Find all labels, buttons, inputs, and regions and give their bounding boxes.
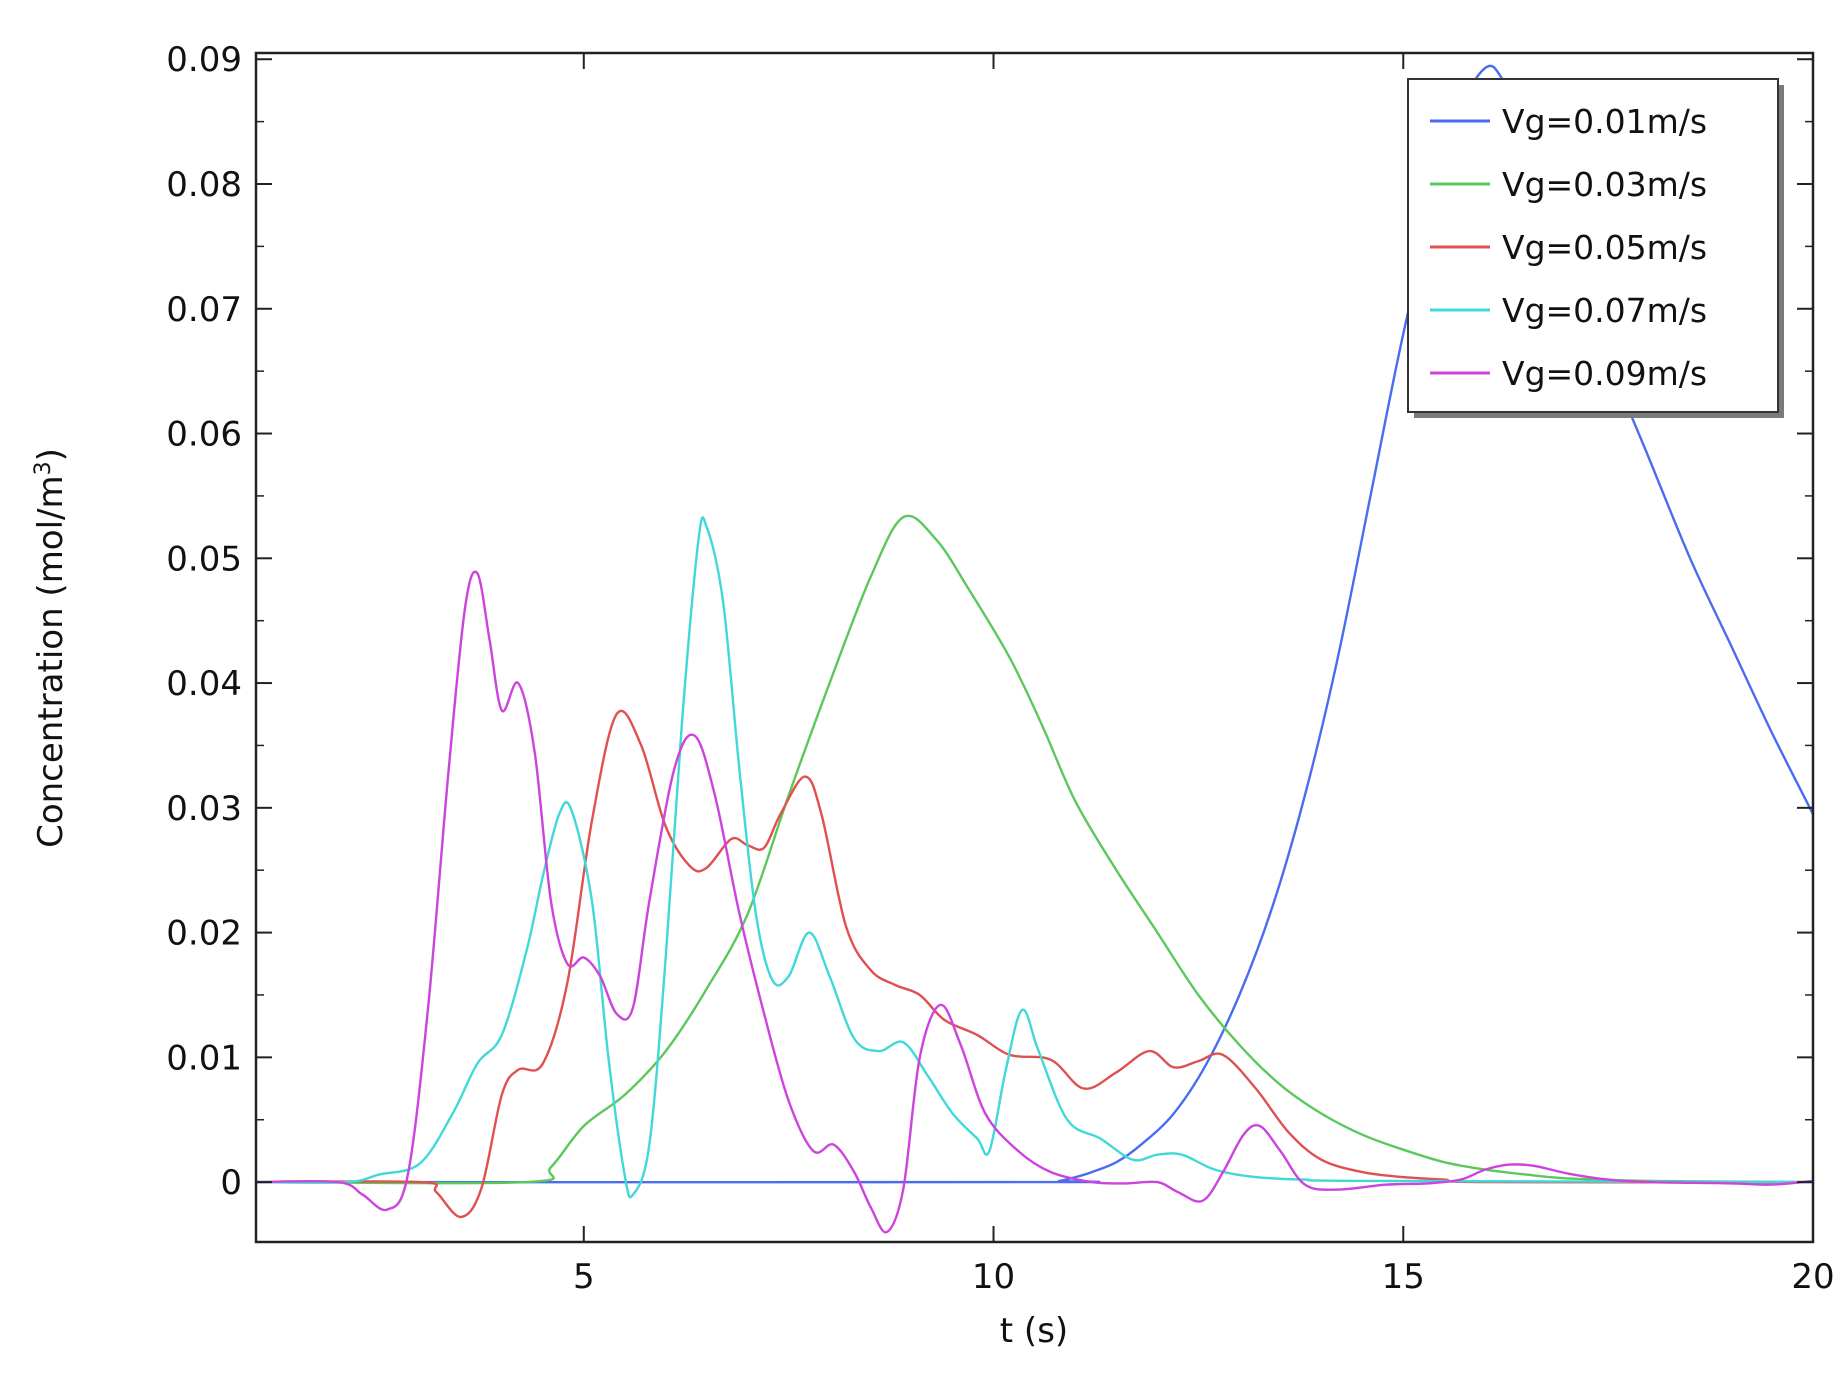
plot-frame: [254, 51, 1815, 1244]
y-tick-label: 0.04: [166, 664, 242, 704]
legend-label-1: Vg=0.01m/s: [1502, 102, 1707, 141]
series-line-2: [254, 514, 1815, 1185]
x-tick-label: 20: [1791, 1257, 1834, 1297]
x-tick-label: 5: [573, 1257, 595, 1297]
y-tick-label: 0.07: [166, 290, 242, 330]
y-tick-label: 0.01: [166, 1038, 242, 1078]
y-axis-title-suffix: ): [31, 448, 71, 461]
x-tick-label: 15: [1382, 1257, 1425, 1297]
y-tick-label: 0.02: [166, 914, 242, 954]
y-tick-label: 0.08: [166, 165, 242, 205]
x-axis-title: t (s): [1000, 1311, 1068, 1351]
y-axis-title-superscript: 3: [31, 461, 56, 475]
y-tick-label: 0.09: [166, 40, 242, 80]
legend-label-2: Vg=0.03m/s: [1502, 165, 1707, 204]
y-tick-label: 0: [220, 1163, 242, 1203]
series-line-4: [254, 516, 1815, 1199]
x-tick-label: 10: [972, 1257, 1015, 1297]
legend-label-4: Vg=0.07m/s: [1502, 291, 1707, 330]
y-tick-label: 0.06: [166, 415, 242, 455]
legend-label-3: Vg=0.05m/s: [1502, 228, 1707, 267]
y-tick-label: 0.05: [166, 539, 242, 579]
legend-label-5: Vg=0.09m/s: [1502, 354, 1707, 393]
series-line-3: [254, 710, 1815, 1219]
ticks-layer: 0 0.01 0.02 0.03 0.04 0.05 0.06 0.07 0.08 0.09 5 10…: [166, 40, 1834, 1297]
y-tick-label: 0.03: [166, 789, 242, 829]
y-axis-title-main: Concentration (mol/m: [31, 475, 71, 848]
legend-items: Vg=0.01m/s Vg=0.03m/s Vg=0.05m/s Vg=0.07m/s…: [1430, 102, 1707, 393]
legend: Vg=0.01m/s Vg=0.03m/s Vg=0.05m/s Vg=0.07m/s…: [1407, 78, 1784, 418]
y-axis-title: Concentration (mol/m3): [31, 448, 72, 848]
series-line-5: [254, 570, 1815, 1234]
